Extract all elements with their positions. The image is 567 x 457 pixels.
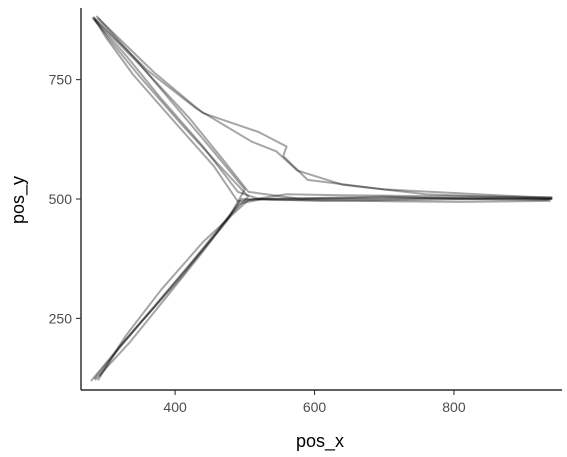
trajectory-line-10 [97, 17, 553, 199]
y-tick-label: 250 [49, 310, 73, 326]
trajectory-line-7 [98, 193, 553, 377]
trajectory-line-8 [93, 18, 552, 200]
x-axis-ticks: 400 600 800 [163, 390, 466, 415]
x-axis-title: pos_x [296, 431, 344, 452]
y-axis-ticks: 250 500 750 [49, 72, 81, 326]
x-tick-label: 600 [303, 399, 327, 415]
trajectory-line-1 [93, 18, 553, 203]
y-tick-label: 750 [49, 72, 73, 88]
y-axis-title: pos_y [8, 176, 29, 224]
x-tick-label: 800 [442, 399, 466, 415]
y-tick-label: 500 [49, 191, 73, 207]
trajectory-line-6 [96, 15, 246, 381]
trajectory-line-9 [93, 16, 553, 200]
trajectory-lines [90, 15, 553, 382]
trajectory-line-2 [93, 198, 552, 380]
trajectory-line-4 [94, 197, 553, 381]
x-tick-label: 400 [163, 399, 187, 415]
trajectory-line-5 [90, 16, 250, 382]
trajectory-line-3 [91, 17, 550, 201]
